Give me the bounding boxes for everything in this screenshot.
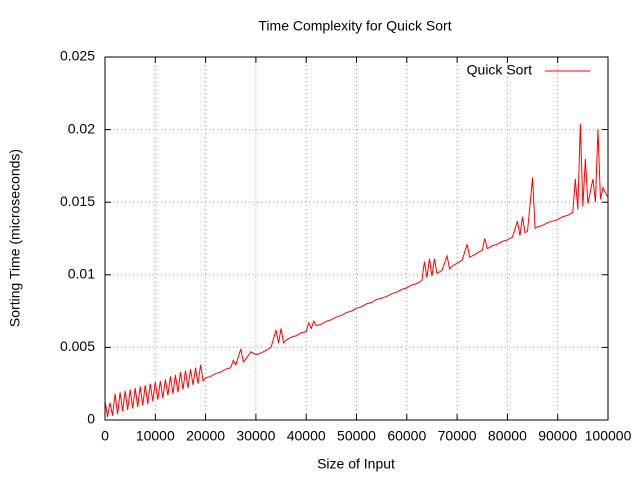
y-tick-label: 0.01 <box>68 266 95 282</box>
x-tick-label: 10000 <box>136 428 175 444</box>
x-tick-label: 30000 <box>236 428 275 444</box>
x-axis-label: Size of Input <box>317 456 395 472</box>
x-tick-label: 60000 <box>387 428 426 444</box>
x-tick-label: 90000 <box>538 428 577 444</box>
y-tick-label: 0.025 <box>60 48 95 64</box>
x-tick-label: 70000 <box>438 428 477 444</box>
plot-frame <box>104 56 609 421</box>
y-tick-label: 0 <box>87 411 95 427</box>
x-tick-label: 100000 <box>585 428 632 444</box>
chart-title: Time Complexity for Quick Sort <box>258 18 451 34</box>
y-tick-label: 0.015 <box>60 193 95 209</box>
y-tick-label: 0.02 <box>68 120 95 136</box>
y-axis-label: Sorting Time (microseconds) <box>7 149 23 327</box>
y-tick-label: 0.005 <box>60 338 95 354</box>
x-tick-label: 40000 <box>287 428 326 444</box>
data-line <box>104 123 609 418</box>
x-tick-label: 80000 <box>488 428 527 444</box>
legend-label: Quick Sort <box>467 62 532 78</box>
x-tick-label: 0 <box>101 428 109 444</box>
x-tick-label: 50000 <box>337 428 376 444</box>
x-tick-label: 20000 <box>186 428 225 444</box>
